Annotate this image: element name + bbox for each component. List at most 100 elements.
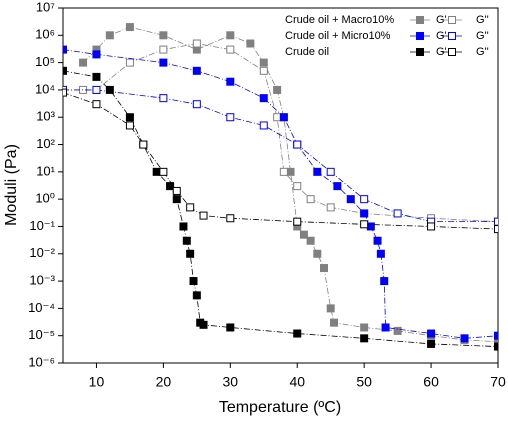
y-tick-label: 10¹ (36, 163, 55, 178)
series-line (82, 26, 498, 343)
point (380, 277, 389, 286)
point (306, 236, 315, 245)
point (326, 203, 335, 212)
point (299, 230, 308, 239)
y-tick-label: 10² (36, 136, 55, 151)
point (326, 167, 335, 176)
point (360, 195, 369, 204)
plot-frame (62, 7, 499, 364)
x-tick-label: 60 (423, 374, 439, 390)
point (152, 167, 161, 176)
point (279, 167, 288, 176)
x-tick-label: 50 (356, 374, 372, 390)
point (105, 85, 114, 94)
point (494, 217, 498, 226)
point (159, 45, 168, 54)
legend-group: Crude oil (285, 46, 329, 58)
legend-marker (448, 16, 456, 24)
y-tick-label: 10³ (36, 109, 55, 124)
point (279, 113, 288, 122)
point (199, 211, 208, 220)
point (494, 331, 498, 340)
legend-label: G' (436, 14, 447, 26)
series-line (83, 43, 498, 223)
legend-label: G'' (476, 14, 489, 26)
x-tick-label: 10 (89, 374, 105, 390)
point (393, 326, 402, 335)
x-tick-label: 30 (223, 374, 239, 390)
point (494, 337, 498, 346)
point (427, 222, 436, 231)
point (182, 236, 191, 245)
legend-marker (416, 48, 424, 56)
point (186, 249, 195, 258)
point (427, 339, 436, 348)
x-tick-label: 70 (490, 374, 506, 390)
point (192, 66, 201, 75)
point (293, 217, 302, 226)
point (259, 66, 268, 75)
point (159, 167, 168, 176)
y-tick-label: 10⁻³ (29, 273, 55, 288)
point (360, 220, 369, 229)
point (159, 58, 168, 67)
point (226, 77, 235, 86)
point (326, 304, 335, 313)
point (179, 222, 188, 231)
point (125, 58, 134, 67)
y-tick-label: 10⁻¹ (29, 218, 55, 233)
point (166, 182, 175, 191)
point (259, 58, 268, 67)
point (494, 225, 498, 234)
series-line (63, 49, 498, 339)
legend-label: G' (436, 30, 447, 42)
plot-area (63, 23, 498, 351)
point (427, 329, 436, 338)
y-tick-label: 10⁶ (35, 27, 55, 42)
point (293, 140, 302, 149)
legend-group: Crude oil + Macro10% (285, 14, 394, 26)
legend-marker (448, 48, 456, 56)
legend-label: G' (436, 46, 447, 58)
point (393, 209, 402, 218)
point (172, 186, 181, 195)
point (273, 85, 282, 94)
point (92, 100, 101, 109)
point (330, 318, 339, 327)
point (63, 45, 67, 54)
point (186, 203, 195, 212)
point (125, 121, 134, 130)
point (63, 66, 67, 75)
point (226, 113, 235, 122)
point (494, 342, 498, 351)
y-axis-title: Moduli (Pa) (3, 144, 20, 226)
point (92, 50, 101, 59)
point (105, 31, 114, 40)
point (273, 113, 282, 122)
y-tick-label: 10⁻⁵ (28, 327, 55, 342)
point (313, 167, 322, 176)
point (320, 264, 328, 273)
point (346, 195, 355, 204)
y-tick-label: 10⁻⁶ (28, 354, 55, 369)
point (381, 323, 390, 332)
point (192, 291, 201, 300)
y-tick-label: 10⁷ (36, 0, 55, 14)
point (92, 72, 101, 81)
legend-label: G'' (476, 46, 489, 58)
point (192, 39, 201, 48)
point (159, 94, 168, 103)
point (246, 39, 255, 48)
point (192, 100, 201, 109)
point (293, 329, 302, 338)
point (293, 182, 302, 191)
x-tick-label: 40 (289, 374, 305, 390)
point (159, 31, 168, 40)
legend-group: Crude oil + Micro10% (285, 30, 391, 42)
point (139, 140, 148, 149)
point (366, 222, 375, 231)
y-tick-label: 10⁻⁴ (28, 300, 55, 315)
point (259, 121, 268, 130)
point (226, 323, 235, 332)
point (360, 334, 369, 343)
